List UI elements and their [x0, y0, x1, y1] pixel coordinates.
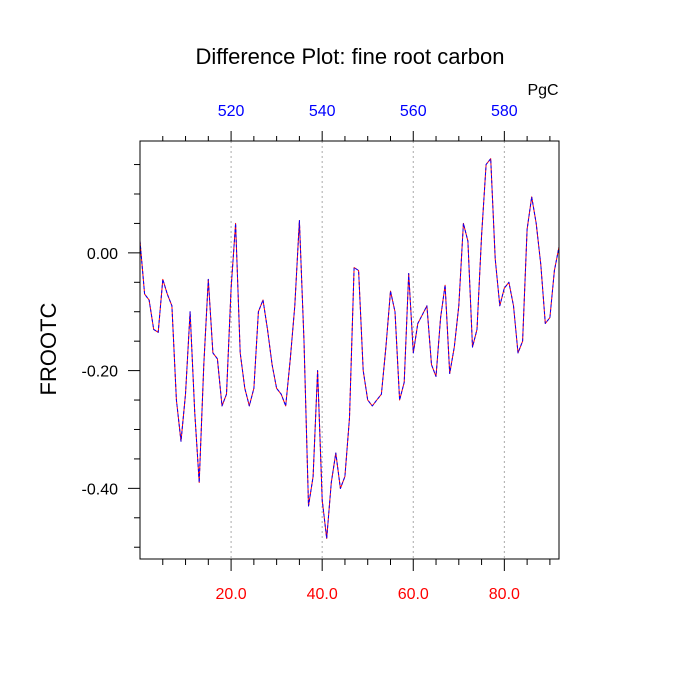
axis-ticks: [128, 131, 551, 571]
y-tick-label: 0.00: [87, 246, 118, 263]
x-tick-label: 80.0: [489, 586, 520, 603]
series-layer: [139, 158, 560, 539]
y-tick-label: -0.40: [82, 481, 119, 498]
top-tick-label: 540: [309, 103, 336, 120]
top-tick-label: 560: [400, 103, 427, 120]
y-axis-label: FROOTC: [36, 302, 61, 395]
grid-lines: [230, 141, 505, 559]
top-axis-units-label: PgC: [527, 82, 558, 99]
tick-labels: 20.0 40.0 60.0 80.0 520 540 560 580 0.00 -0.20 -0.…: [82, 103, 520, 603]
y-tick-label: -0.20: [82, 364, 119, 381]
top-tick-label: 580: [491, 103, 518, 120]
series-line-dashed: [139, 158, 560, 539]
plot-frame: [139, 140, 560, 560]
x-tick-label: 60.0: [398, 586, 429, 603]
top-tick-label: 520: [218, 103, 245, 120]
chart-title: Difference Plot: fine root carbon: [196, 44, 505, 69]
x-tick-label: 20.0: [216, 586, 247, 603]
x-tick-label: 40.0: [307, 586, 338, 603]
series-line: [139, 158, 560, 539]
